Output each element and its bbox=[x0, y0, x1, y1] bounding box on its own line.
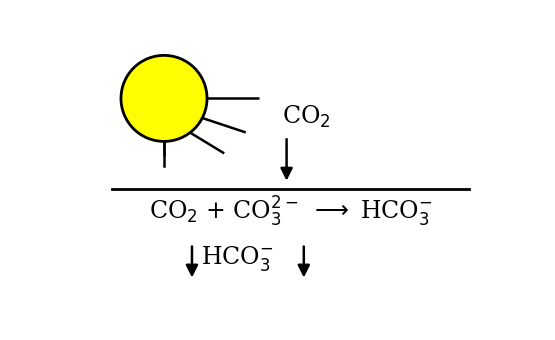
Ellipse shape bbox=[121, 55, 207, 141]
Text: HCO$_3^{-}$: HCO$_3^{-}$ bbox=[200, 244, 273, 273]
Text: CO$_2$ + CO$_3^{2-}$ $\longrightarrow$ HCO$_3^{-}$: CO$_2$ + CO$_3^{2-}$ $\longrightarrow$ H… bbox=[149, 195, 432, 230]
Text: CO$_2$: CO$_2$ bbox=[282, 104, 331, 130]
